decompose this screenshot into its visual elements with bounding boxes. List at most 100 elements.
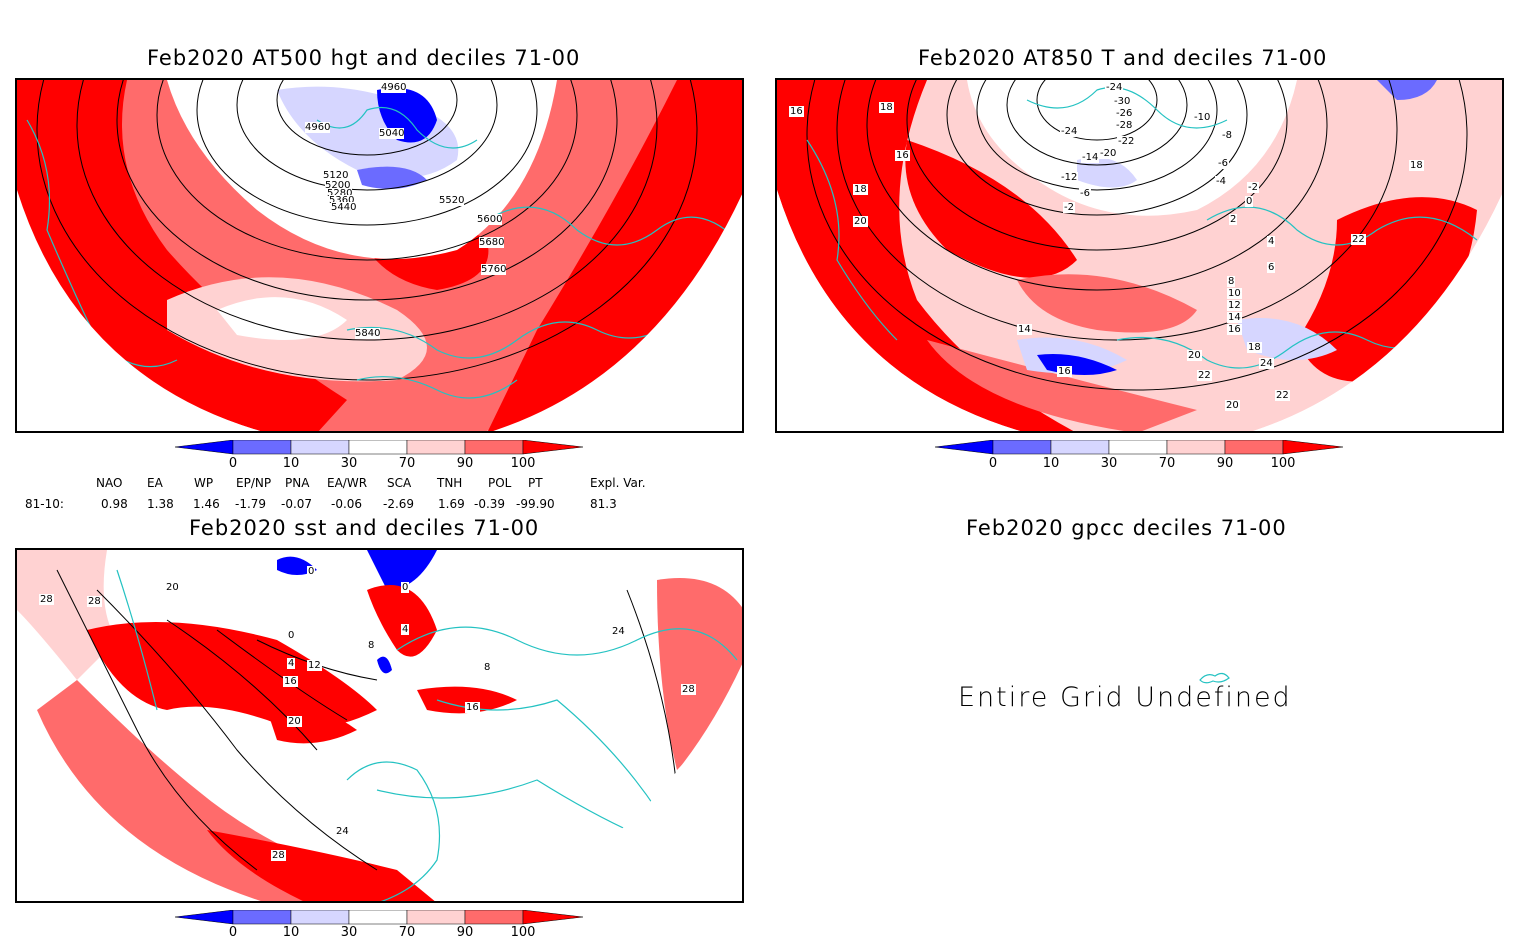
sst-contour-label: 20 [287,716,302,727]
colorbar-segment [290,909,350,925]
colorbar-segment [464,439,524,455]
index-value: -1.79 [235,497,267,511]
t850-map-panel: -24 -30 -26 -28 -22 -24 -20 -14 -12 -6 -2 -10 -8 -6 -4… [775,78,1504,433]
t850-contour-label: -6 [1079,188,1091,199]
t850-contour-label: -22 [1117,136,1136,147]
colorbar-segment [174,909,234,925]
index-header: SCA [387,476,412,490]
colorbar-segment [348,909,408,925]
colorbar-tick: 0 [988,456,998,471]
t850-contour-label: -2 [1063,202,1075,213]
hgt-contour-label: 5280 [327,188,353,199]
sst-contour-label: 0 [287,630,296,641]
index-header: POL [488,476,512,490]
hgt-map-panel: 4960 4960 5040 5120 5200 5280 5360 5440 … [15,78,744,433]
t850-contour-label: 16 [1057,366,1072,377]
colorbar-tick: 100 [510,925,536,940]
sst-contour-label: 28 [87,596,102,607]
t850-contour-label: 18 [1409,160,1424,171]
colorbar-segment [1108,439,1168,455]
sst-contour-label: 8 [483,662,492,673]
colorbar-segment [232,439,292,455]
gpcc-small-outline-icon [1199,672,1230,684]
index-header: TNH [437,476,463,490]
t850-contour-label: 20 [1225,400,1240,411]
t850-contour-label: 2 [1229,214,1238,225]
index-value: -0.06 [331,497,363,511]
colorbar-bar [174,439,584,455]
sst-contour-label: 24 [335,826,350,837]
t850-contour-label: 22 [1351,234,1366,245]
index-header: NAO [96,476,123,490]
hgt-panel-title: Feb2020 AT500 hgt and deciles 71-00 [147,46,581,70]
index-header: PT [528,476,543,490]
t850-contour-label: -8 [1221,130,1233,141]
t850-map [777,80,1502,431]
t850-contour-label: -26 [1115,108,1134,119]
sst-contour-label: 24 [611,626,626,637]
colorbar-tick: 100 [1270,456,1296,471]
sst-contour-label: 20 [165,582,180,593]
t850-contour-label: 16 [895,150,910,161]
hgt-contour-label: 5120 [323,170,349,181]
colorbar-segment [290,439,350,455]
colorbar-segment [406,909,466,925]
t850-contour-label: 18 [1247,342,1262,353]
t850-contour-label: 18 [853,184,868,195]
t850-contour-label: -12 [1060,172,1079,183]
index-header: EP/NP [236,476,272,490]
colorbar-segment [232,909,292,925]
colorbar-top-left: 0 10 30 70 90 100 [174,439,585,475]
gpcc-undefined-message: Entire Grid Undefined [958,682,1292,713]
colorbar-segment [406,439,466,455]
t850-contour-label: -6 [1217,158,1229,169]
sst-contour-label: 8 [367,640,376,651]
sst-contour-label: 4 [401,624,410,635]
index-header: EA [147,476,163,490]
t850-contour-label: -10 [1193,112,1212,123]
index-header: PNA [285,476,310,490]
sst-contour-label: 0 [307,566,316,577]
colorbar-tick: 70 [398,456,416,471]
hgt-contour-label: 5600 [477,214,503,225]
t850-contour-label: 14 [1017,324,1032,335]
sst-contour-label: 12 [307,660,322,671]
colorbar-segment [348,439,408,455]
colorbar-tick: 90 [1216,456,1234,471]
t850-contour-label: 8 [1227,276,1236,287]
colorbar-tick: 30 [1100,456,1118,471]
t850-contour-label: -2 [1247,182,1259,193]
t850-contour-label: 24 [1259,358,1274,369]
colorbar-tick: 10 [1042,456,1060,471]
t850-contour-label: 6 [1267,262,1276,273]
sst-contour-label: 0 [401,582,410,593]
colorbar-tick: 90 [456,925,474,940]
t850-contour-label: -24 [1060,126,1079,137]
t850-contour-label: -30 [1113,96,1132,107]
colorbar-tick: 0 [228,925,238,940]
colorbar-segment [1282,439,1344,455]
t850-contour-label: 0 [1245,196,1254,207]
index-row-label: 81-10: [25,497,64,511]
sst-contour-label: 16 [283,676,298,687]
colorbar-segment [1224,439,1284,455]
t850-contour-label: -28 [1115,120,1134,131]
colorbar-segment [174,439,234,455]
index-value: 1.69 [438,497,465,511]
sst-contour-label: 28 [681,684,696,695]
sst-contour-label: 4 [287,658,296,669]
index-header: Expl. Var. [590,476,646,490]
colorbar-segment [1050,439,1110,455]
t850-contour-label: 16 [1227,324,1242,335]
index-value: 1.46 [193,497,220,511]
index-value: -0.39 [474,497,506,511]
t850-contour-label: -24 [1105,82,1124,93]
colorbar-tick: 0 [228,456,238,471]
index-value: -99.90 [516,497,555,511]
t850-contour-label: -4 [1215,176,1227,187]
colorbar-segment [1166,439,1226,455]
sst-panel-title: Feb2020 sst and deciles 71-00 [189,516,540,540]
colorbar-bar [934,439,1344,455]
hgt-contour-label: 5520 [439,195,465,206]
index-header: EA/WR [327,476,368,490]
